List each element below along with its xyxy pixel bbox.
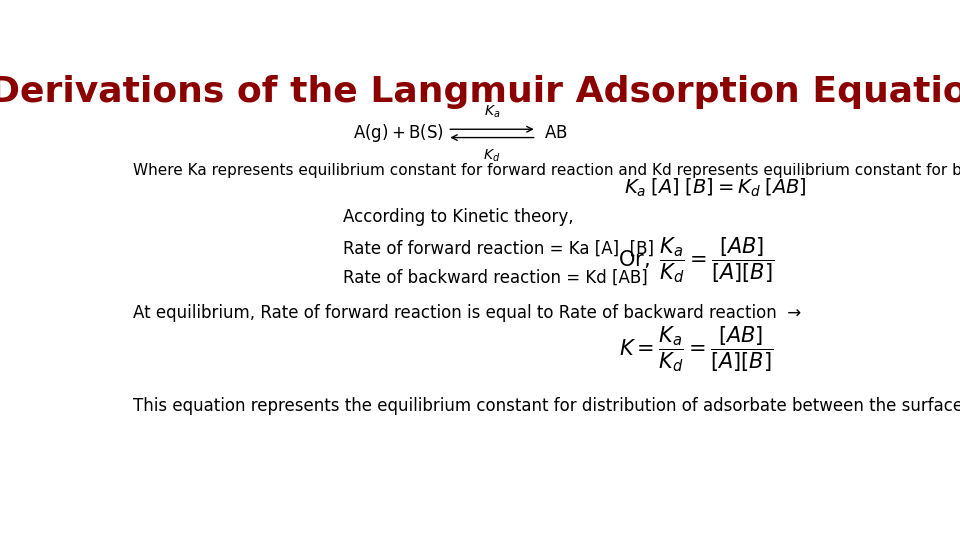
Text: Rate of backward reaction = Kd [AB]: Rate of backward reaction = Kd [AB] xyxy=(344,268,648,287)
Text: According to Kinetic theory,: According to Kinetic theory, xyxy=(344,208,574,226)
Text: This equation represents the equilibrium constant for distribution of adsorbate : This equation represents the equilibrium… xyxy=(133,397,960,415)
Text: Derivations of the Langmuir Adsorption Equation: Derivations of the Langmuir Adsorption E… xyxy=(0,75,960,109)
Text: $K_d$: $K_d$ xyxy=(483,147,501,164)
Text: Where Ka represents equilibrium constant for forward reaction and Kd represents : Where Ka represents equilibrium constant… xyxy=(133,163,960,178)
Text: $K_a\;[A]\;[B] = K_d\;[AB]$: $K_a\;[A]\;[B] = K_d\;[AB]$ xyxy=(624,177,806,199)
Text: $K_a$: $K_a$ xyxy=(484,103,500,120)
Text: $\mathrm{AB}$: $\mathrm{AB}$ xyxy=(544,124,567,143)
Text: $\mathrm{Or,}\;\dfrac{K_a}{K_d} = \dfrac{[AB]}{[A][B]}$: $\mathrm{Or,}\;\dfrac{K_a}{K_d} = \dfrac… xyxy=(618,235,775,285)
Text: $\mathrm{A(g) + B(S)}$: $\mathrm{A(g) + B(S)}$ xyxy=(353,123,444,144)
Text: Rate of forward reaction = Ka [A]  [B]: Rate of forward reaction = Ka [A] [B] xyxy=(344,239,654,258)
Text: At equilibrium, Rate of forward reaction is equal to Rate of backward reaction  : At equilibrium, Rate of forward reaction… xyxy=(133,304,802,322)
Text: $K = \dfrac{K_a}{K_d} = \dfrac{[AB]}{[A][B]}$: $K = \dfrac{K_a}{K_d} = \dfrac{[AB]}{[A]… xyxy=(619,325,774,374)
